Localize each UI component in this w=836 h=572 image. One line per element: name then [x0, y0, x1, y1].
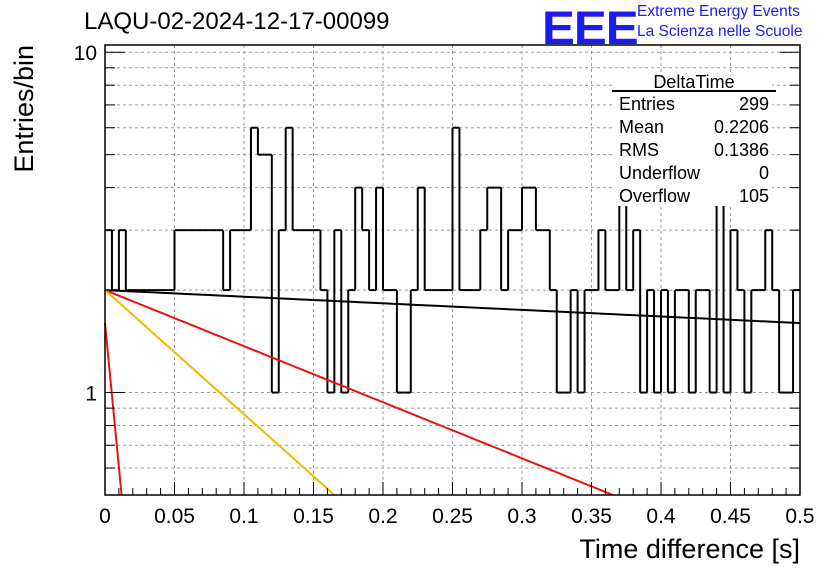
- stats-label-underflow: Underflow: [619, 163, 701, 183]
- x-tick-label: 0.3: [507, 505, 536, 528]
- x-tick-label: 0.1: [229, 505, 258, 528]
- stats-title: DeltaTime: [653, 72, 734, 92]
- x-tick-label: 0.4: [646, 505, 676, 528]
- histogram-bars: [105, 126, 800, 394]
- x-tick-label: 0.35: [571, 505, 612, 528]
- stats-box: DeltaTime Entries 299 Mean 0.2206 RMS 0.1386 U…: [612, 72, 776, 206]
- fit-curves: [104, 289, 801, 496]
- x-tick-label: 0.25: [432, 505, 473, 528]
- stats-value-mean: 0.2206: [714, 117, 769, 137]
- logo-subtitle-1: Extreme Energy Events: [637, 3, 800, 20]
- stats-value-underflow: 0: [759, 163, 769, 183]
- fit-curve-1: [104, 289, 614, 496]
- stats-label-mean: Mean: [619, 117, 664, 137]
- y-tick-label: 1: [85, 383, 97, 406]
- x-axis-label: Time difference [s]: [579, 534, 800, 564]
- axis-tick-labels: 0 0.05 0.1 0.15 0.2 0.25 0.3 0.35 0.4 0.45 0.5 1 10: [74, 42, 815, 528]
- fit-curve-3: [104, 322, 123, 496]
- x-tick-label: 0.2: [368, 505, 397, 528]
- y-tick-label: 10: [74, 42, 97, 65]
- x-tick-label: 0.15: [293, 505, 334, 528]
- x-tick-label: 0.05: [154, 505, 195, 528]
- stats-box-bg: [612, 76, 772, 206]
- stats-value-overflow: 105: [739, 186, 769, 206]
- fit-curve-0: [104, 289, 801, 325]
- x-tick-label: 0.45: [710, 505, 751, 528]
- y-axis-label: Entries/bin: [9, 45, 39, 173]
- histogram-title: LAQU-02-2024-12-17-00099: [84, 8, 390, 35]
- x-tick-label: 0.5: [785, 505, 814, 528]
- x-tick-label: 0: [99, 505, 111, 528]
- fit-curve-2: [104, 289, 336, 496]
- stats-label-entries: Entries: [619, 94, 675, 114]
- axis-ticks: [104, 51, 801, 495]
- stats-label-rms: RMS: [619, 140, 659, 160]
- stats-label-overflow: Overflow: [619, 186, 691, 206]
- stats-value-rms: 0.1386: [714, 140, 769, 160]
- stats-value-entries: 299: [739, 94, 769, 114]
- logo-subtitle-2: La Scienza nelle Scuole: [637, 23, 803, 40]
